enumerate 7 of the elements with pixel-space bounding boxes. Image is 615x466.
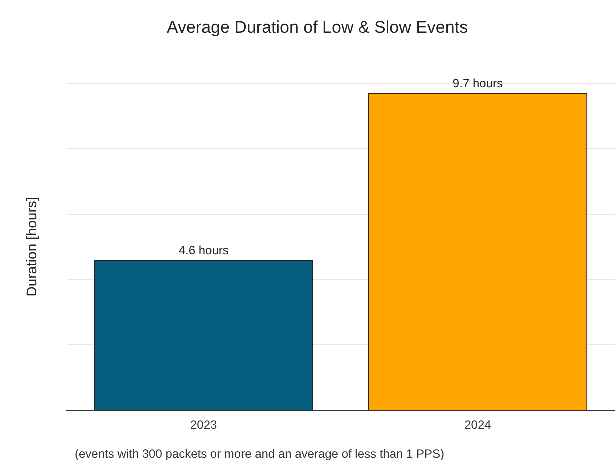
x-tick-label: 2023 [190,418,218,432]
y-axis-title: Duration [hours] [23,197,40,297]
text: (events with 300 packets or more and an average of less than 1 PPS) [75,447,445,461]
data-label: 4.6 hours [178,243,229,258]
x-tick-label: 2024 [464,418,492,432]
data-label: 9.7 hours [452,76,503,91]
chart-title: Average Duration of Low & Slow Events [166,18,468,37]
